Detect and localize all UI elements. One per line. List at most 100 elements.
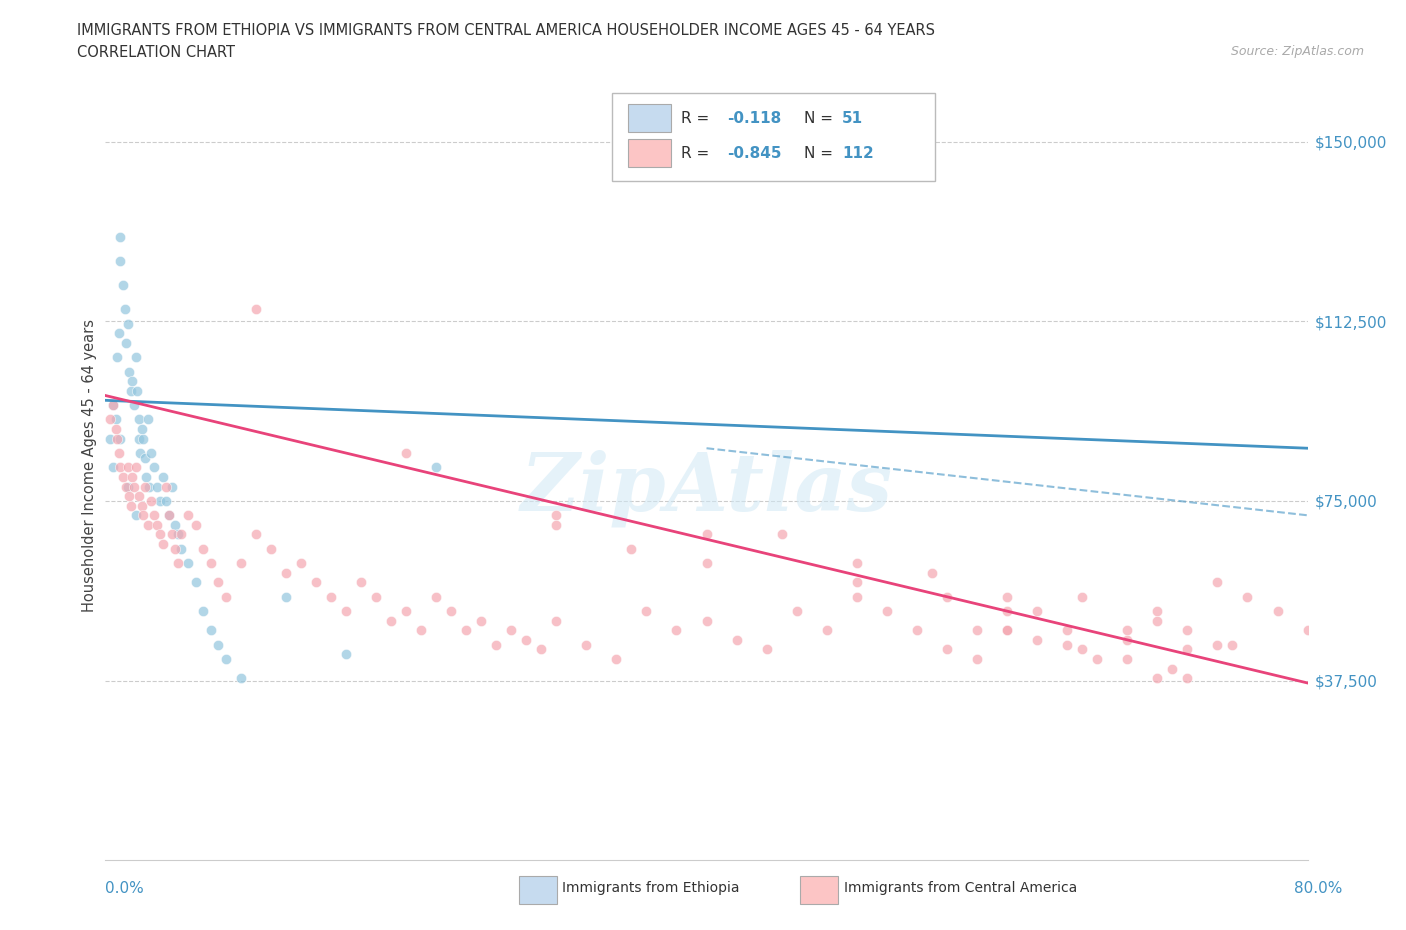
Point: [214, 590, 236, 604]
Point: [131, 498, 153, 513]
Point: [290, 556, 312, 571]
Point: [177, 556, 200, 571]
Point: [1071, 642, 1094, 657]
Point: [120, 383, 142, 398]
Point: [936, 590, 959, 604]
Point: [114, 302, 136, 317]
Text: -0.845: -0.845: [727, 146, 782, 161]
Point: [319, 590, 342, 604]
Point: [1116, 632, 1139, 647]
Point: [1026, 604, 1049, 618]
Point: [115, 336, 138, 351]
Point: [207, 637, 229, 652]
Point: [1146, 604, 1168, 618]
Point: [425, 590, 447, 604]
Point: [501, 623, 523, 638]
Point: [725, 632, 748, 647]
Point: [530, 642, 553, 657]
Point: [1146, 613, 1168, 628]
Point: [1177, 642, 1199, 657]
Y-axis label: Householder Income Ages 45 - 64 years: Householder Income Ages 45 - 64 years: [82, 318, 97, 612]
Point: [214, 652, 236, 667]
Text: IMMIGRANTS FROM ETHIOPIA VS IMMIGRANTS FROM CENTRAL AMERICA HOUSEHOLDER INCOME A: IMMIGRANTS FROM ETHIOPIA VS IMMIGRANTS F…: [77, 23, 935, 38]
Point: [128, 488, 150, 503]
Point: [425, 460, 447, 475]
Point: [169, 541, 191, 556]
Point: [1085, 652, 1108, 667]
Point: [101, 398, 124, 413]
Point: [160, 527, 183, 542]
Point: [124, 350, 146, 365]
Text: N =: N =: [804, 111, 838, 126]
Text: Immigrants from Central America: Immigrants from Central America: [844, 881, 1077, 896]
Point: [134, 450, 156, 465]
Point: [274, 565, 297, 580]
Point: [163, 541, 186, 556]
Point: [145, 517, 167, 532]
Point: [125, 383, 148, 398]
Point: [112, 278, 135, 293]
Point: [966, 652, 988, 667]
Point: [117, 316, 139, 331]
Point: [245, 302, 267, 317]
Text: ZipAtlas: ZipAtlas: [520, 450, 893, 527]
Point: [995, 604, 1018, 618]
Point: [184, 575, 207, 590]
Point: [110, 432, 132, 446]
Point: [786, 604, 808, 618]
Point: [98, 412, 121, 427]
Point: [335, 604, 357, 618]
Point: [995, 590, 1018, 604]
Point: [456, 623, 478, 638]
Point: [1146, 671, 1168, 685]
Point: [184, 517, 207, 532]
Point: [229, 556, 252, 571]
Point: [138, 479, 160, 494]
Point: [148, 527, 170, 542]
Point: [1296, 623, 1319, 638]
Text: 80.0%: 80.0%: [1295, 881, 1343, 896]
Point: [124, 508, 146, 523]
Point: [380, 613, 402, 628]
Point: [122, 479, 145, 494]
Point: [470, 613, 492, 628]
Point: [155, 479, 177, 494]
Point: [155, 494, 177, 509]
Point: [128, 432, 150, 446]
Point: [696, 556, 718, 571]
Point: [107, 350, 129, 365]
Point: [132, 508, 155, 523]
Point: [160, 479, 183, 494]
Point: [132, 432, 155, 446]
Point: [260, 541, 283, 556]
Text: CORRELATION CHART: CORRELATION CHART: [77, 45, 235, 60]
Point: [104, 421, 127, 436]
Point: [152, 470, 174, 485]
Point: [157, 508, 180, 523]
Point: [191, 604, 214, 618]
Point: [1056, 623, 1078, 638]
Point: [1206, 637, 1229, 652]
Point: [1116, 623, 1139, 638]
Point: [104, 412, 127, 427]
Point: [245, 527, 267, 542]
Point: [121, 374, 143, 389]
Point: [129, 445, 152, 460]
Point: [142, 460, 165, 475]
Point: [995, 623, 1018, 638]
Point: [665, 623, 688, 638]
Point: [921, 565, 943, 580]
Point: [117, 479, 139, 494]
Point: [134, 479, 156, 494]
Point: [177, 508, 200, 523]
Text: R =: R =: [681, 146, 714, 161]
Point: [122, 398, 145, 413]
Point: [905, 623, 928, 638]
Text: N =: N =: [804, 146, 838, 161]
Point: [1267, 604, 1289, 618]
Point: [815, 623, 838, 638]
Point: [575, 637, 598, 652]
Point: [1026, 632, 1049, 647]
Point: [620, 541, 643, 556]
Point: [108, 326, 131, 340]
